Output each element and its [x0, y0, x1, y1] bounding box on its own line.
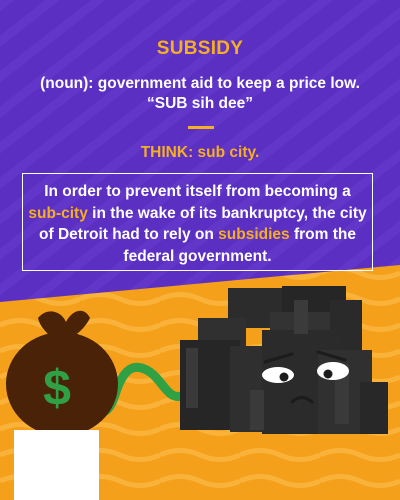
- definition: (noun): government aid to keep a price l…: [20, 74, 380, 114]
- definition-text: (noun): government aid to keep a price l…: [40, 75, 360, 92]
- example-box: [22, 173, 373, 271]
- example-part-2: in the wake of its bankruptcy, the city …: [39, 204, 367, 244]
- example-part-3: from the federal government.: [123, 226, 356, 265]
- highlight-sub-city: sub-city: [28, 204, 88, 222]
- think-hint: THINK: sub city.: [140, 144, 260, 161]
- highlight-subsidies: subsidies: [218, 226, 290, 243]
- term-title: SUBSIDY: [156, 38, 244, 59]
- example-part-1: In order to prevent itself from becoming…: [44, 183, 351, 200]
- divider: [188, 126, 214, 129]
- frown: [290, 396, 314, 404]
- money-bag-icon: $: [6, 310, 118, 436]
- purple-background: [0, 0, 400, 302]
- pronunciation: “SUB sih dee”: [147, 95, 253, 112]
- pedestal: [14, 430, 99, 500]
- money-bag-symbol: $: [43, 360, 71, 416]
- example-sentence: In order to prevent itself from becoming…: [28, 181, 367, 267]
- sad-building-icon: [180, 286, 388, 434]
